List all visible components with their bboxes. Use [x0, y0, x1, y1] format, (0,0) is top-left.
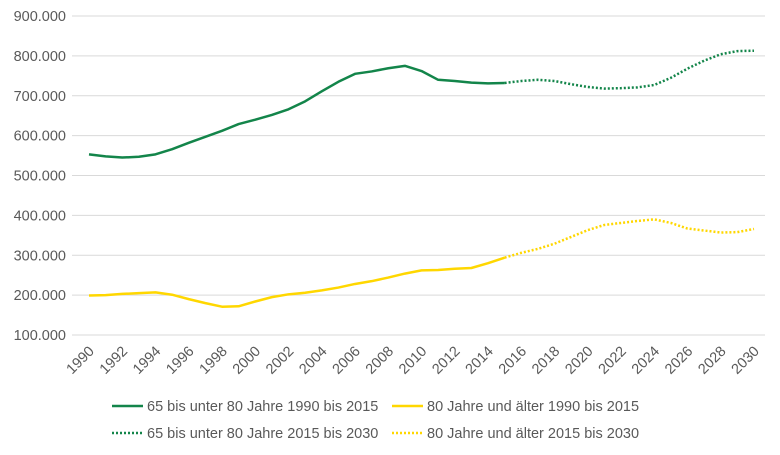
y-tick-label: 500.000: [14, 169, 66, 185]
legend-item-series-0[interactable]: 65 bis unter 80 Jahre 1990 bis 2015: [112, 399, 378, 415]
x-tick-label: 2002: [263, 344, 297, 378]
y-tick-label: 300.000: [14, 248, 66, 264]
legend-item-series-1[interactable]: 80 Jahre und älter 1990 bis 2015: [392, 399, 639, 415]
x-axis-labels: 1990 1992 1994 1996 1998 2000 2002 2004 2006 2008…: [64, 344, 763, 378]
x-tick-label: 2018: [529, 344, 563, 378]
legend-label: 65 bis unter 80 Jahre 2015 bis 2030: [147, 426, 378, 442]
x-tick-label: 1990: [64, 344, 98, 378]
y-tick-label: 100.000: [14, 328, 66, 344]
y-tick-label: 400.000: [14, 208, 66, 224]
x-tick-label: 2012: [429, 344, 463, 378]
legend: 65 bis unter 80 Jahre 1990 bis 2015 80 J…: [112, 399, 639, 442]
x-tick-label: 2014: [463, 344, 497, 378]
legend-item-series-2[interactable]: 65 bis unter 80 Jahre 2015 bis 2030: [112, 426, 378, 442]
legend-label: 80 Jahre und älter 1990 bis 2015: [427, 399, 639, 415]
y-axis-labels: 100.000 200.000 300.000 400.000 500.000 600.0…: [14, 9, 66, 344]
legend-label: 65 bis unter 80 Jahre 1990 bis 2015: [147, 399, 378, 415]
x-tick-label: 2024: [629, 344, 663, 378]
x-tick-label: 2026: [662, 344, 696, 378]
x-tick-label: 2016: [496, 344, 530, 378]
gridlines: [72, 15, 765, 336]
x-tick-label: 1996: [163, 344, 197, 378]
x-tick-label: 2008: [363, 344, 397, 378]
y-tick-label: 200.000: [14, 288, 66, 304]
y-tick-label: 700.000: [14, 89, 66, 105]
x-tick-label: 2010: [396, 344, 430, 378]
x-tick-label: 1998: [197, 344, 231, 378]
series-line-1: [88, 256, 506, 308]
y-tick-label: 800.000: [14, 49, 66, 65]
series-line-3: [504, 218, 755, 259]
series-lines: [88, 49, 755, 308]
series-line-2: [504, 49, 755, 90]
x-tick-label: 1992: [97, 344, 131, 378]
x-tick-label: 2006: [330, 344, 364, 378]
y-tick-label: 900.000: [14, 9, 66, 25]
x-tick-label: 2000: [230, 344, 264, 378]
x-tick-label: 2020: [562, 344, 596, 378]
x-tick-label: 2004: [296, 344, 330, 378]
legend-label: 80 Jahre und älter 2015 bis 2030: [427, 426, 639, 442]
series-line-0: [88, 64, 505, 159]
x-tick-label: 2028: [695, 344, 729, 378]
x-tick-label: 1994: [130, 344, 164, 378]
y-tick-label: 600.000: [14, 129, 66, 145]
x-tick-label: 2022: [596, 344, 630, 378]
x-tick-label: 2030: [729, 344, 763, 378]
legend-item-series-3[interactable]: 80 Jahre und älter 2015 bis 2030: [392, 426, 639, 442]
